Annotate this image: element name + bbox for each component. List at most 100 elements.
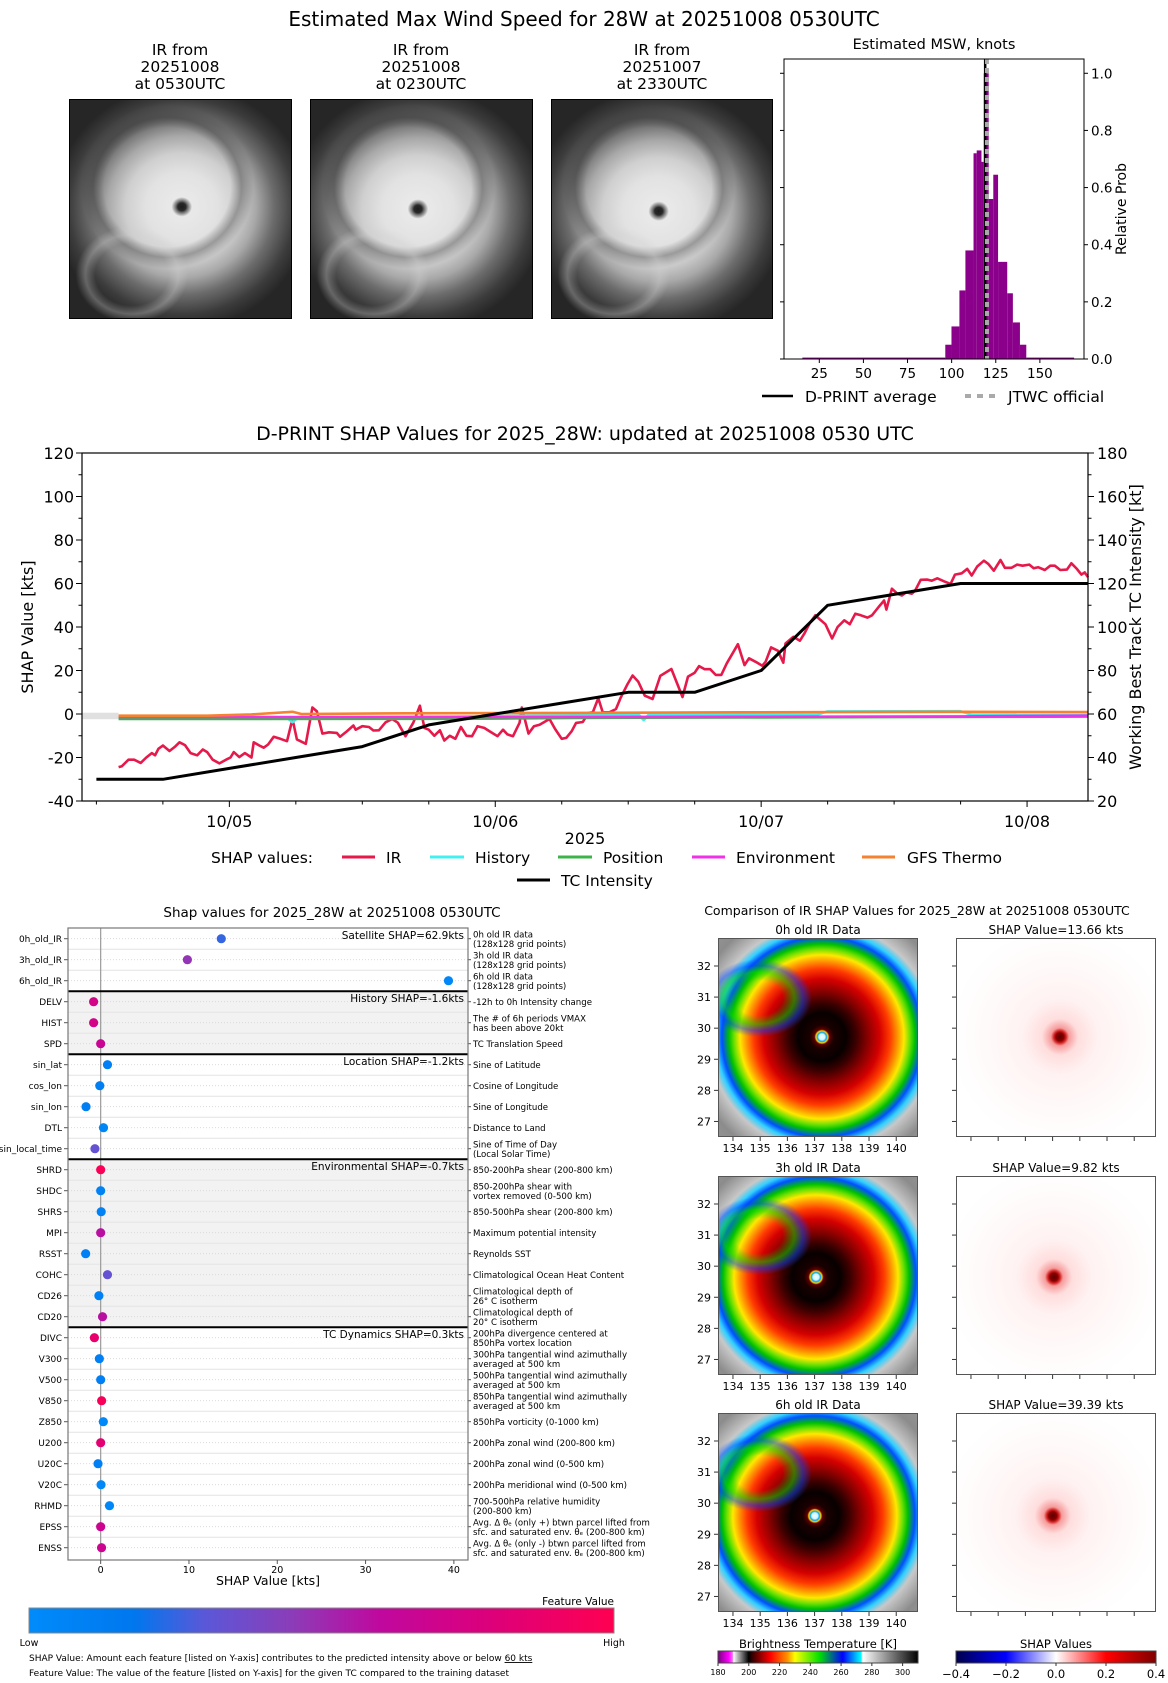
group-label: Location SHAP=-1.2kts — [343, 1056, 464, 1068]
x-tick-label: 125 — [983, 366, 1009, 382]
feature-name: 6h_old_IR — [19, 977, 62, 987]
lon-tick-label: 135 — [750, 1380, 771, 1393]
lat-tick-label: 28 — [697, 1559, 711, 1572]
feature-dot — [90, 1144, 100, 1154]
y2-tick-label: 120 — [1097, 575, 1128, 594]
feature-description: The # of 6h periods VMAX — [472, 1015, 586, 1025]
feature-dot — [97, 1396, 107, 1406]
feature-name: U20C — [38, 1460, 62, 1470]
lat-tick-label: 31 — [697, 1466, 711, 1479]
feature-description: 20° C isotherm — [473, 1318, 538, 1328]
feature-name: SHRD — [36, 1166, 62, 1176]
lon-tick-label: 136 — [777, 1142, 798, 1155]
lon-tick-label: 140 — [886, 1617, 907, 1630]
feature-name: Z850 — [39, 1418, 63, 1428]
footnote-text: SHAP Value: Amount each feature [listed … — [29, 1654, 505, 1664]
feature-dot — [81, 1102, 91, 1112]
x-tick-label: 25 — [811, 366, 828, 382]
ir-label-line: IR from — [152, 41, 208, 59]
lon-tick-label: 139 — [859, 1380, 880, 1393]
lat-tick-label: 29 — [697, 1053, 711, 1066]
shap-value-map — [956, 1176, 1156, 1375]
legend-label-tc-intensity: TC Intensity — [560, 872, 653, 890]
plot-frame — [81, 452, 1089, 802]
histogram-bar — [988, 199, 994, 359]
footnote-threshold: 60 kts — [505, 1654, 533, 1664]
feature-name: RHMD — [34, 1502, 62, 1512]
lon-tick-label: 136 — [777, 1617, 798, 1630]
legend-label-history: History — [475, 849, 530, 867]
y-tick-label: 0.8 — [1091, 123, 1112, 139]
x-tick-label: 0 — [98, 1565, 104, 1576]
feature-name: EPSS — [39, 1523, 62, 1533]
y-tick-label: 1.0 — [1091, 66, 1112, 82]
ir-image-label: IR from 20251008 at 0530UTC — [135, 41, 226, 93]
feature-dot — [97, 1312, 108, 1322]
feature-description: Climatological Ocean Heat Content — [473, 1271, 625, 1281]
legend-label-dprint: D-PRINT average — [805, 388, 937, 406]
y-tick-label: -40 — [48, 792, 74, 811]
ir-panel-title: 0h old IR Data — [775, 923, 861, 937]
shap-timeseries-chart: D-PRINT SHAP Values for 2025_28W: update… — [18, 423, 1145, 890]
series-line-gfs-thermo — [118, 710, 1089, 718]
feature-name: V20C — [38, 1481, 62, 1491]
y2-tick-label: 80 — [1097, 662, 1117, 681]
y-tick-label: 80 — [54, 531, 74, 550]
ir-brightness-temperature-map — [718, 1176, 918, 1375]
lon-tick-label: 139 — [859, 1142, 880, 1155]
shap-colorbar — [955, 1650, 1157, 1664]
feature-description: sfc. and saturated env. θₑ (200-800 km) — [473, 1528, 645, 1538]
feature-dot — [182, 955, 192, 965]
lat-tick-label: 28 — [697, 1084, 711, 1097]
lon-tick-label: 137 — [804, 1617, 825, 1630]
feature-name: DIVC — [40, 1334, 62, 1344]
feature-dot — [96, 1039, 106, 1049]
shap-panel-title: SHAP Value=39.39 kts — [989, 1398, 1124, 1412]
ir-satellite-image — [69, 99, 292, 319]
x-tick-label: 10/05 — [206, 812, 252, 831]
y2-tick-label: 140 — [1097, 531, 1128, 550]
ir-panel-title: 6h old IR Data — [775, 1398, 861, 1412]
histogram-bar — [802, 357, 946, 359]
feature-description: Climatological depth of — [473, 1288, 574, 1298]
feature-description: 6h old IR data — [473, 973, 533, 983]
footnote: Feature Value: The value of the feature … — [29, 1669, 509, 1679]
y-tick-label: 0.4 — [1091, 238, 1112, 254]
feature-description: 300hPa tangential wind azimuthally — [473, 1351, 627, 1361]
legend-label-position: Position — [603, 849, 663, 867]
y2-tick-label: 160 — [1097, 488, 1128, 507]
feature-name: V300 — [39, 1355, 63, 1365]
histogram-bar — [976, 150, 982, 359]
feature-description: 850-200hPa shear (200-800 km) — [473, 1166, 613, 1176]
x-tick-label: 40 — [448, 1565, 460, 1576]
feature-description: Avg. Δ θₑ (only -) btwn parcel lifted fr… — [473, 1540, 646, 1550]
series-line-environment — [118, 714, 1089, 719]
bt-colorbar-tick-label: 180 — [710, 1668, 725, 1677]
colorbar-title: Feature Value — [542, 1596, 614, 1608]
x-tick-label: 10/06 — [472, 812, 518, 831]
timeseries-title: D-PRINT SHAP Values for 2025_28W: update… — [256, 423, 914, 445]
lat-tick-label: 28 — [697, 1322, 711, 1335]
feature-name: RSST — [39, 1250, 63, 1260]
feature-name: CD20 — [37, 1313, 62, 1323]
x-tick-label: 10 — [183, 1565, 195, 1576]
lon-tick-label: 138 — [831, 1380, 852, 1393]
feature-description: 850hPa vortex location — [473, 1339, 572, 1349]
feature-name: V500 — [39, 1376, 63, 1386]
feature-name: SPD — [44, 1040, 62, 1050]
series-line-ir — [118, 558, 1090, 769]
x-tick-label: 75 — [899, 366, 916, 382]
ir-image-label: IR from 20251008 at 0230UTC — [376, 41, 467, 93]
lon-tick-label: 140 — [886, 1142, 907, 1155]
x-tick-label: 50 — [855, 366, 872, 382]
lon-tick-label: 135 — [750, 1142, 771, 1155]
shap-panel-title: SHAP Value=13.66 kts — [989, 923, 1124, 937]
shap-colorbar-tick-label: 0.0 — [1047, 1667, 1065, 1681]
footnote-text: Feature Value: The value of the feature … — [29, 1669, 509, 1679]
legend-label-ir: IR — [386, 849, 402, 867]
lat-tick-label: 29 — [697, 1528, 711, 1541]
y-tick-label: 120 — [43, 444, 74, 463]
x-tick-label: 10/08 — [1004, 812, 1050, 831]
y2-tick-label: 60 — [1097, 705, 1117, 724]
